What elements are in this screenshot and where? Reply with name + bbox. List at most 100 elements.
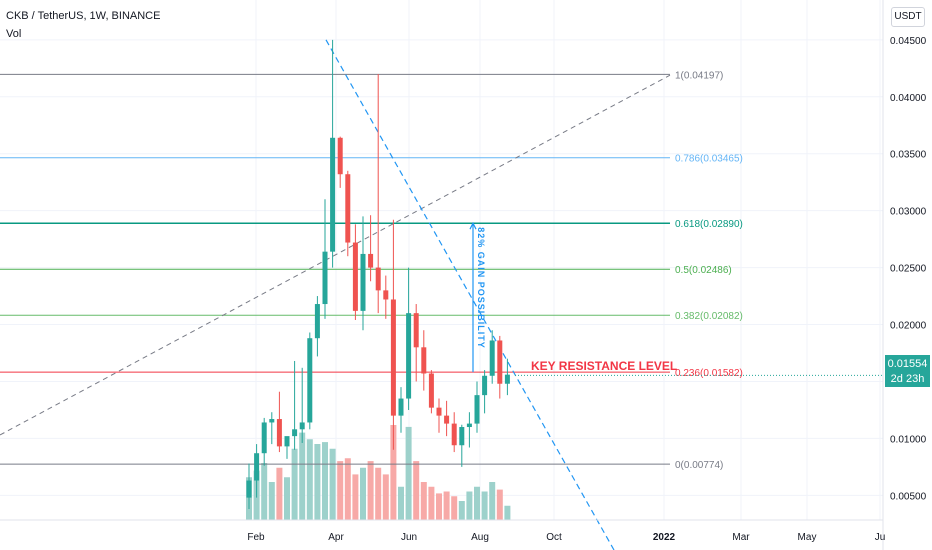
dashed-trend-line bbox=[0, 74, 671, 436]
candle-body bbox=[314, 304, 320, 339]
volume-bar bbox=[458, 501, 465, 520]
volume-bar bbox=[474, 486, 480, 520]
last-price-tag: 0.01554 2d 23h bbox=[885, 355, 930, 387]
candle-body bbox=[421, 347, 427, 374]
fib-level-label: 0.236(0.01582) bbox=[675, 368, 743, 379]
x-tick-label: Apr bbox=[328, 532, 344, 543]
candle-body bbox=[390, 299, 396, 416]
volume-bar bbox=[413, 461, 420, 520]
volume-bar bbox=[489, 482, 496, 520]
x-tick-label: Ju bbox=[875, 532, 886, 543]
candle-body bbox=[444, 415, 450, 424]
candle-body bbox=[337, 137, 343, 175]
volume-bar bbox=[443, 491, 450, 520]
candle-body bbox=[292, 429, 298, 437]
volume-bar bbox=[314, 444, 321, 520]
volume-bar bbox=[284, 477, 290, 520]
key-resistance-label: KEY RESISTANCE LEVEL bbox=[531, 359, 677, 373]
gain-arrow-head bbox=[469, 221, 477, 230]
volume-bar bbox=[299, 432, 306, 520]
candle-body bbox=[276, 419, 282, 447]
volume-bar bbox=[390, 425, 397, 520]
volume-bar bbox=[276, 467, 283, 520]
candle-body bbox=[436, 407, 442, 416]
fib-level-label: 1(0.04197) bbox=[675, 70, 723, 81]
candle-body bbox=[368, 253, 374, 268]
fib-level-label: 0.5(0.02486) bbox=[675, 265, 732, 276]
candle-body bbox=[466, 423, 472, 428]
volume-bar bbox=[344, 458, 351, 520]
volume-bar bbox=[367, 461, 374, 520]
y-tick-label: 0.03500 bbox=[890, 150, 927, 161]
volume-bar bbox=[261, 463, 268, 520]
candle-body bbox=[413, 313, 419, 348]
candle-body bbox=[330, 137, 336, 252]
volume-bar bbox=[352, 474, 359, 520]
y-tick-label: 0.04500 bbox=[890, 36, 927, 47]
candle-body bbox=[345, 174, 351, 243]
volume-bar bbox=[306, 439, 313, 520]
candle-body bbox=[254, 453, 260, 481]
currency-button[interactable]: USDT bbox=[891, 7, 925, 27]
candle-body bbox=[504, 374, 510, 384]
candle-body bbox=[383, 290, 389, 300]
candle-body bbox=[482, 375, 488, 396]
volume-bar bbox=[268, 482, 275, 520]
candle-body bbox=[451, 423, 457, 446]
volume-bar bbox=[405, 426, 412, 520]
volume-bar bbox=[504, 505, 511, 520]
volume-bar bbox=[337, 461, 344, 520]
candle-body bbox=[474, 395, 480, 424]
fib-level-label: 0(0.00774) bbox=[675, 460, 723, 471]
x-tick-label: Aug bbox=[471, 532, 489, 543]
volume-bar bbox=[329, 448, 336, 520]
x-tick-label: 2022 bbox=[653, 532, 676, 543]
candle-body bbox=[269, 419, 275, 423]
candle-body bbox=[299, 422, 305, 430]
descending-trend-line bbox=[325, 39, 615, 550]
volume-bar bbox=[291, 448, 298, 520]
y-tick-label: 0.04000 bbox=[890, 93, 927, 104]
candle-body bbox=[398, 398, 404, 416]
countdown-label: 2d 23h bbox=[890, 373, 925, 385]
candle-body bbox=[322, 251, 328, 305]
volume-bar bbox=[382, 474, 389, 520]
x-tick-label: Jun bbox=[401, 532, 417, 543]
volume-bar bbox=[375, 467, 382, 520]
candle-body bbox=[497, 340, 503, 384]
volume-bar bbox=[451, 496, 458, 520]
candle-body bbox=[406, 313, 412, 399]
y-tick-label: 0.01000 bbox=[890, 434, 927, 445]
last-price-value: 0.01554 bbox=[887, 358, 928, 370]
volume-bar bbox=[428, 486, 435, 520]
candle-body bbox=[307, 338, 313, 423]
fib-level-label: 0.382(0.02082) bbox=[675, 311, 743, 322]
volume-bar bbox=[360, 467, 366, 520]
volume-bar bbox=[420, 482, 427, 520]
fib-level-label: 0.786(0.03465) bbox=[675, 154, 743, 165]
y-tick-label: 0.03000 bbox=[890, 207, 927, 218]
candle-body bbox=[360, 253, 366, 311]
volume-bar bbox=[496, 489, 503, 520]
volume-bar bbox=[466, 491, 473, 520]
y-tick-label: 0.02500 bbox=[890, 264, 927, 275]
volume-bar bbox=[481, 491, 488, 520]
volume-bar bbox=[322, 442, 328, 520]
x-tick-label: May bbox=[798, 532, 817, 543]
x-tick-label: Oct bbox=[546, 532, 562, 543]
candle-body bbox=[459, 427, 465, 446]
candle-body bbox=[489, 340, 495, 376]
candle-body bbox=[261, 422, 267, 454]
candle-body bbox=[375, 267, 381, 291]
y-tick-label: 0.02000 bbox=[890, 321, 927, 332]
volume-bar bbox=[436, 493, 442, 520]
y-tick-label: 0.00500 bbox=[890, 491, 927, 502]
candle-body bbox=[428, 373, 434, 408]
fib-level-label: 0.618(0.02890) bbox=[675, 219, 743, 230]
gain-possibility-label: 82% GAIN POSSIBILITY bbox=[476, 227, 486, 349]
candle-body bbox=[246, 480, 252, 498]
volume-label: Vol bbox=[6, 28, 22, 40]
x-tick-label: Feb bbox=[247, 532, 265, 543]
candle-body bbox=[352, 242, 358, 311]
